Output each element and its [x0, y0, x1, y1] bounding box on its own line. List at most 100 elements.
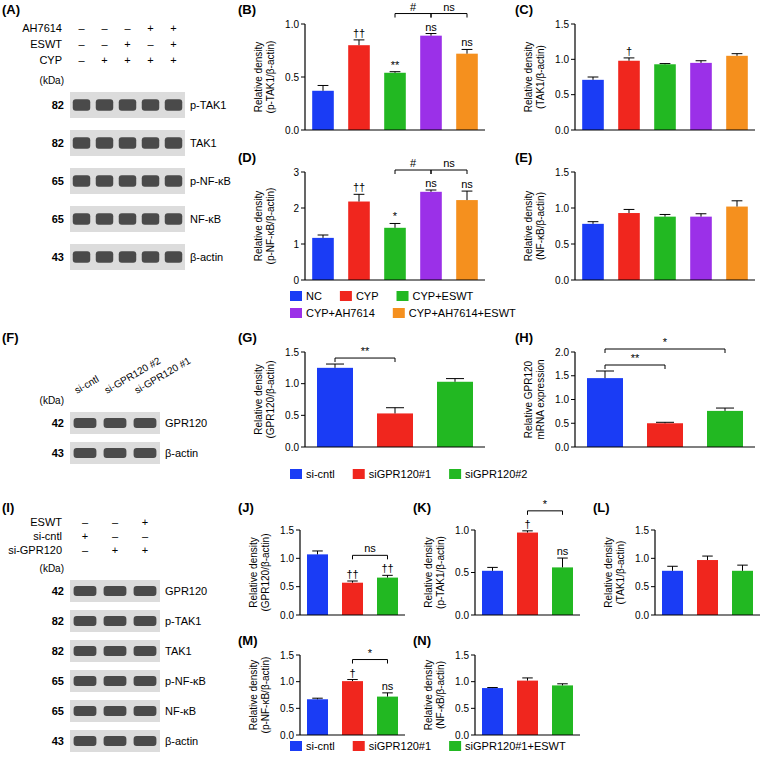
condition-sign: –: [147, 38, 154, 50]
error-cap: [312, 698, 323, 699]
band-name: NF-κB: [165, 705, 196, 717]
comparison-bracket: [431, 14, 467, 18]
y-tick: [296, 708, 300, 709]
condition-sign: –: [142, 530, 149, 542]
legend: si-cntlsiGPR120#1siGPR120#1+ESWT: [290, 740, 566, 752]
y-axis: [474, 655, 475, 735]
lane-label: si-GPR120 #1: [133, 355, 193, 396]
error-cap: [624, 57, 635, 58]
legend-label: CYP: [356, 290, 379, 302]
legend-swatch: [290, 469, 302, 479]
blot-band: [74, 418, 97, 428]
y-tick-label: 0: [293, 275, 299, 286]
blot-band: [165, 99, 182, 111]
bar: [420, 36, 442, 130]
blot-band: [73, 99, 90, 111]
y-tick-label: 1.0: [285, 378, 299, 389]
error-bar: [386, 408, 404, 414]
legend-label: siGPR120#2: [465, 468, 527, 480]
legend-label: siGPR120#1: [369, 468, 431, 480]
error-cap: [557, 558, 568, 559]
error-cap: [557, 683, 568, 684]
band-name: p-NF-κB: [165, 675, 206, 687]
panel-label: (M): [238, 633, 258, 648]
bar: [618, 213, 640, 280]
error-cap: [624, 209, 635, 210]
y-tick: [301, 415, 305, 416]
blot-strip: [70, 412, 160, 434]
error-stem: [317, 551, 318, 554]
bar: [582, 224, 604, 280]
bar-chart: (J)Relative density(GPR120/β-actin)0.00.…: [238, 500, 405, 621]
y-tick-label: 1.5: [555, 19, 569, 30]
bar-chart: (L)Relative density(TAK1/β-actin)0.00.51…: [593, 500, 760, 621]
significance-mark: ns: [425, 177, 437, 189]
kda-value: 42: [52, 585, 64, 597]
significance-mark: †: [349, 667, 355, 679]
blot-band: [142, 213, 159, 225]
condition-label: ESWT: [30, 38, 62, 50]
condition-label: CYP: [39, 54, 62, 66]
kda-label: (kDa): [40, 563, 64, 574]
y-tick: [296, 530, 300, 531]
blot-band: [96, 251, 113, 263]
kda-label: (kDa): [40, 395, 64, 406]
y-tick: [571, 447, 575, 448]
bars: [662, 556, 753, 615]
error-cap: [426, 190, 437, 191]
bracket-label: ns: [443, 157, 455, 169]
error-cap: [390, 71, 401, 72]
condition-sign: –: [101, 22, 108, 34]
bar-chart: (E)Relative density(NF-κB/β-actin)0.00.5…: [515, 150, 755, 286]
x-axis: [575, 279, 755, 280]
y-tick: [651, 586, 655, 587]
y-tick-label: 0.5: [280, 703, 294, 714]
y-tick: [471, 615, 475, 616]
bar: [552, 567, 573, 615]
blot-band: [142, 251, 159, 263]
condition-sign: +: [101, 54, 107, 66]
y-axis-label: Relative density: [423, 660, 434, 731]
y-axis: [299, 655, 300, 735]
blot-band: [142, 175, 159, 187]
blot-band: [96, 175, 113, 187]
bar: [618, 61, 640, 130]
blot-band: [74, 736, 97, 746]
error-cap: [386, 407, 404, 408]
bar: [517, 681, 538, 735]
band-name: GPR120: [165, 585, 207, 597]
bar: [307, 554, 328, 615]
error-stem: [737, 201, 738, 207]
condition-sign: +: [124, 54, 130, 66]
y-tick-label: 1.5: [555, 167, 569, 178]
bars: [312, 190, 478, 280]
y-tick-label: 1.0: [285, 19, 299, 30]
blot-band: [104, 616, 127, 626]
condition-label: si-cntl: [33, 530, 62, 542]
bar: [384, 73, 406, 130]
condition-label: AH7614: [22, 22, 62, 34]
y-tick: [651, 615, 655, 616]
comparison-bracket: [528, 511, 563, 515]
error-bar: [624, 209, 635, 213]
error-bar: [390, 223, 401, 227]
y-axis-label: (GPR120/β-actin): [265, 361, 276, 439]
legend-swatch: [449, 741, 461, 751]
legend-swatch: [393, 308, 405, 318]
error-bar: [487, 687, 498, 689]
y-tick-label: 0.0: [555, 442, 569, 453]
y-tick: [571, 59, 575, 60]
figure: (A)AH7614–––++ESWT––+–+CYP–++++(kDa)82p-…: [0, 0, 778, 759]
bar-chart: (B)Relative density(p-TAK1/β-actin)0.00.…: [238, 1, 485, 136]
error-stem: [359, 194, 360, 201]
y-axis-label: Relative density: [523, 42, 534, 113]
significance-mark: *: [393, 210, 398, 222]
bracket-label: **: [631, 352, 640, 364]
y-axis-label: mRNA expression: [535, 359, 546, 439]
y-tick: [301, 447, 305, 448]
blot-band: [74, 676, 97, 686]
bar-chart: (K)Relative density(p-TAK1/β-actin)0.00.…: [413, 498, 580, 621]
error-bar: [732, 54, 743, 56]
error-cap: [354, 39, 365, 40]
blot-strip: [70, 168, 185, 194]
